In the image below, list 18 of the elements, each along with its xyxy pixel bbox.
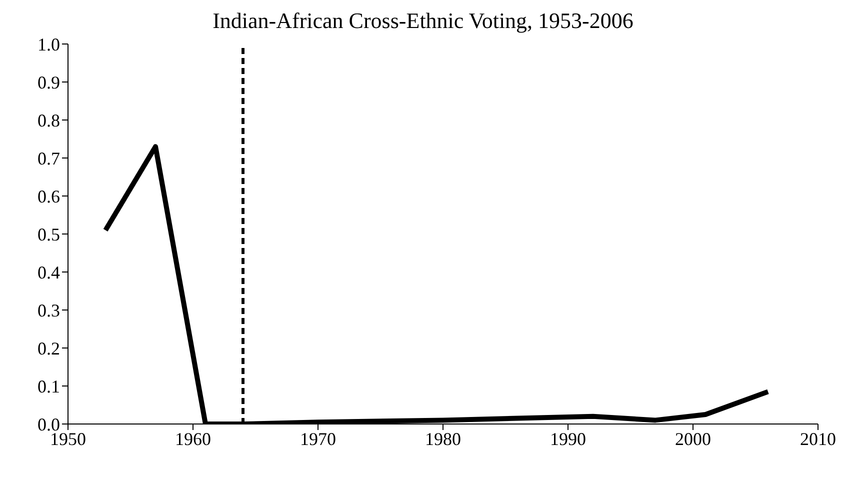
x-tick-label: 1970: [300, 428, 336, 449]
y-tick-label: 0.0: [38, 414, 60, 434]
y-tick-label: 0.5: [38, 224, 60, 244]
x-tick-label: 2000: [675, 428, 711, 449]
x-tick-label: 2010: [800, 428, 836, 449]
x-tick-label: 1990: [550, 428, 586, 449]
x-tick-label: 1960: [175, 428, 211, 449]
y-tick-label: 0.2: [38, 338, 60, 358]
y-tick-label: 0.8: [38, 110, 60, 130]
y-tick-label: 0.6: [38, 186, 60, 206]
y-tick-label: 0.7: [38, 148, 60, 168]
y-tick-label: 0.1: [38, 376, 60, 396]
y-tick-label: 0.9: [38, 72, 60, 92]
y-tick-label: 1.0: [38, 34, 60, 54]
y-tick-label: 0.3: [38, 300, 60, 320]
chart-title: Indian-African Cross-Ethnic Voting, 1953-2006: [212, 8, 634, 34]
y-tick-label: 0.4: [38, 262, 60, 282]
x-tick-label: 1980: [425, 428, 461, 449]
